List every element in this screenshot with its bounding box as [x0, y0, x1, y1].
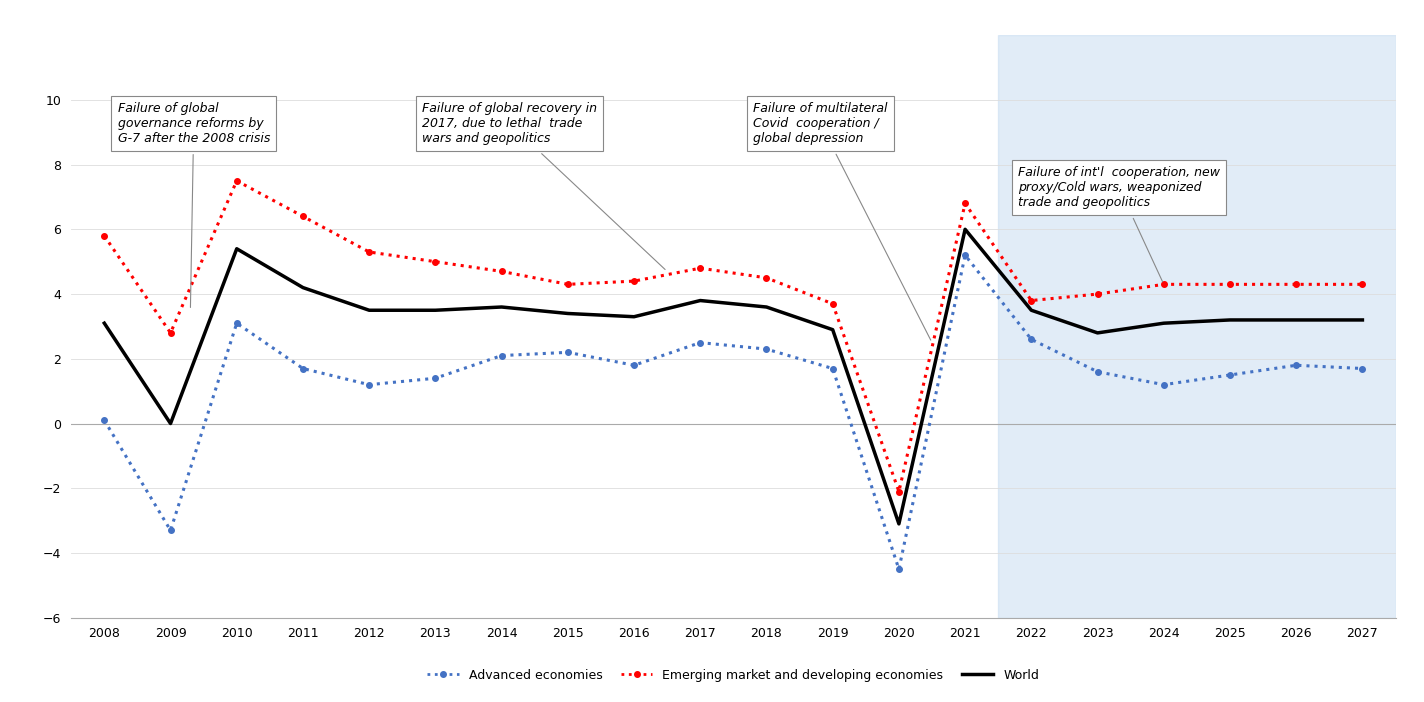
Advanced economies [758, 345, 775, 353]
World [493, 303, 510, 311]
Advanced economies [1354, 364, 1371, 373]
Advanced economies [692, 338, 709, 347]
Emerging market and developing economies [824, 300, 842, 308]
Advanced economies [1222, 371, 1239, 379]
World [1155, 319, 1172, 327]
Advanced economies [493, 351, 510, 359]
World [427, 306, 444, 314]
Advanced economies [890, 565, 907, 574]
World [1287, 316, 1304, 324]
Line: Advanced economies: Advanced economies [101, 253, 1366, 572]
Emerging market and developing economies [427, 258, 444, 266]
Emerging market and developing economies [625, 277, 642, 285]
Emerging market and developing economies [1222, 280, 1239, 289]
World [560, 310, 577, 318]
Emerging market and developing economies [890, 487, 907, 496]
World [1022, 306, 1040, 314]
Advanced economies [957, 251, 974, 260]
World [625, 312, 642, 321]
World [360, 306, 377, 314]
Emerging market and developing economies [162, 329, 179, 337]
Emerging market and developing economies [295, 212, 312, 220]
Advanced economies [228, 319, 245, 327]
Advanced economies [95, 416, 112, 425]
Emerging market and developing economies [1354, 280, 1371, 289]
Advanced economies [1155, 380, 1172, 389]
World [162, 419, 179, 428]
Emerging market and developing economies [758, 274, 775, 282]
Emerging market and developing economies [560, 280, 577, 289]
Advanced economies [1287, 361, 1304, 369]
Emerging market and developing economies [1155, 280, 1172, 289]
Emerging market and developing economies [1287, 280, 1304, 289]
Advanced economies [560, 348, 577, 357]
Emerging market and developing economies [228, 177, 245, 185]
Advanced economies [625, 361, 642, 369]
Line: World: World [104, 230, 1363, 524]
World [957, 225, 974, 234]
World [1222, 316, 1239, 324]
Emerging market and developing economies [95, 232, 112, 240]
Emerging market and developing economies [957, 199, 974, 208]
Emerging market and developing economies [1022, 296, 1040, 305]
Advanced economies [1089, 368, 1106, 376]
World [692, 296, 709, 305]
Advanced economies [360, 380, 377, 389]
Emerging market and developing economies [360, 248, 377, 256]
Bar [998, 35, 1396, 618]
Advanced economies [427, 374, 444, 383]
World [228, 244, 245, 253]
Advanced economies [162, 526, 179, 535]
World [95, 319, 112, 327]
Advanced economies [824, 364, 842, 373]
World [758, 303, 775, 311]
Text: Failure of int'l  cooperation, new
proxy/Cold wars, weaponized
trade and geopoli: Failure of int'l cooperation, new proxy/… [1018, 166, 1220, 282]
Emerging market and developing economies [493, 267, 510, 276]
Text: Failure of global recovery in
2017, due to lethal  trade
wars and geopolitics: Failure of global recovery in 2017, due … [422, 102, 665, 270]
World [295, 284, 312, 292]
Emerging market and developing economies [1089, 290, 1106, 298]
World [890, 519, 907, 528]
World [824, 326, 842, 334]
Text: Failure of global
governance reforms by
G-7 after the 2008 crisis: Failure of global governance reforms by … [118, 102, 271, 307]
Emerging market and developing economies [692, 264, 709, 272]
Text: Failure of multilateral
Covid  cooperation /
global depression: Failure of multilateral Covid cooperatio… [753, 102, 931, 340]
Advanced economies [1022, 335, 1040, 343]
Advanced economies [295, 364, 312, 373]
Legend: Advanced economies, Emerging market and developing economies, World: Advanced economies, Emerging market and … [423, 664, 1044, 687]
Line: Emerging market and developing economies: Emerging market and developing economies [101, 178, 1366, 494]
World [1354, 316, 1371, 324]
World [1089, 329, 1106, 337]
